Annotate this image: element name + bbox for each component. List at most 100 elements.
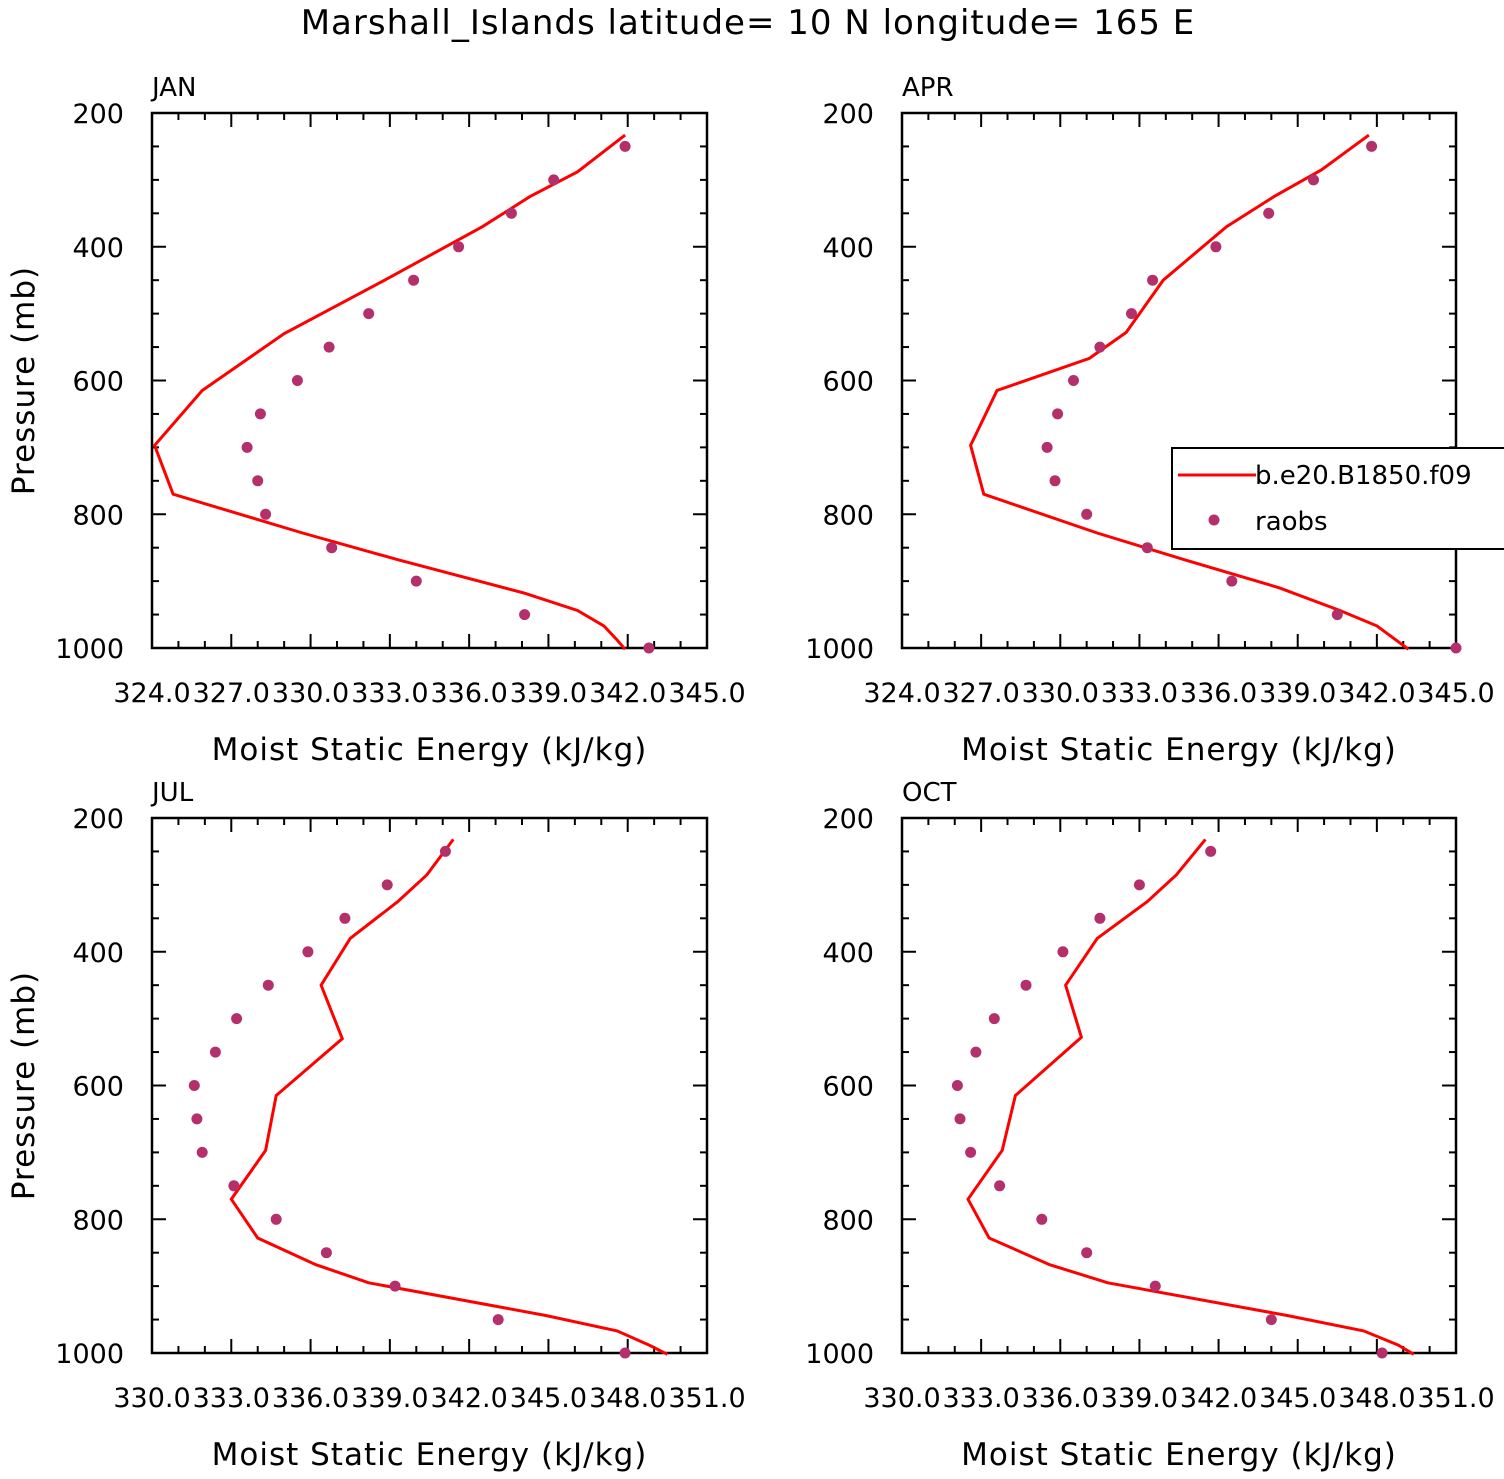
raobs-point	[228, 1180, 240, 1192]
x-tick-label: 351.0	[1417, 1383, 1494, 1414]
x-tick-label: 342.0	[430, 1383, 507, 1414]
x-tick-label: 333.0	[942, 1383, 1019, 1414]
legend-obs-label: raobs	[1255, 507, 1328, 537]
raobs-point	[260, 508, 272, 520]
raobs-point	[363, 308, 375, 320]
y-axis-label: Pressure (mb)	[6, 266, 42, 495]
y-tick-label: 1000	[55, 1339, 124, 1370]
x-tick-label: 348.0	[589, 1383, 666, 1414]
x-tick-label: 342.0	[1180, 1383, 1257, 1414]
raobs-point	[1020, 979, 1032, 991]
x-axis-label: Moist Static Energy (kJ/kg)	[961, 732, 1397, 768]
y-tick-label: 600	[72, 1072, 124, 1103]
panel-jul: JUL 330.0 333.0 336.0 339.0 342.0 345.0 348.0 35…	[6, 778, 746, 1473]
x-tick-label: 324.0	[863, 678, 940, 709]
raobs-point	[252, 475, 264, 487]
raobs-point	[389, 1280, 401, 1292]
raobs-point	[519, 609, 531, 621]
raobs-point	[492, 1314, 504, 1326]
raobs-point	[262, 979, 274, 991]
raobs-point	[339, 912, 351, 924]
raobs-point	[1133, 879, 1145, 891]
raobs-point	[1094, 912, 1106, 924]
x-tick-label: 348.0	[1338, 1383, 1415, 1414]
raobs-point	[381, 879, 393, 891]
raobs-point	[1081, 508, 1093, 520]
raobs-point	[1331, 609, 1343, 621]
x-tick-label: 330.0	[1022, 678, 1099, 709]
raobs-point	[1450, 642, 1462, 654]
x-tick-label: 339.0	[1259, 678, 1336, 709]
x-tick-label: 339.0	[1101, 1383, 1178, 1414]
panel-apr: APR 324.0 327.0 330.0 333.0 336.0 339.0 342.0 34…	[805, 73, 1494, 768]
raobs-point	[254, 408, 266, 420]
raobs-point	[619, 1347, 631, 1359]
raobs-point	[1126, 308, 1137, 320]
x-tick-label: 333.0	[193, 1383, 270, 1414]
raobs-point	[408, 274, 420, 286]
model-profile-line	[152, 133, 627, 651]
raobs-point	[1210, 241, 1222, 253]
legend-box	[1171, 447, 1504, 550]
x-tick-label: 351.0	[668, 1383, 745, 1414]
model-profile-line	[229, 838, 669, 1356]
raobs-point	[994, 1180, 1006, 1192]
raobs-point	[1068, 375, 1079, 386]
raobs-point	[291, 375, 303, 386]
x-tick-label: 330.0	[272, 678, 349, 709]
raobs-point	[191, 1113, 203, 1125]
y-tick-label: 400	[822, 233, 874, 264]
x-tick-label: 333.0	[1101, 678, 1178, 709]
x-tick-label: 339.0	[351, 1383, 428, 1414]
y-tick-label: 1000	[805, 634, 874, 665]
raobs-point	[270, 1213, 282, 1225]
panel-label: OCT	[902, 778, 957, 808]
raobs-point	[1366, 140, 1378, 152]
y-tick-label: 1000	[55, 634, 124, 665]
model-profile-line	[966, 838, 1415, 1356]
raobs-point	[951, 1080, 963, 1091]
raobs-point	[1141, 542, 1153, 554]
x-tick-label: 333.0	[351, 678, 428, 709]
raobs-point	[1057, 946, 1069, 958]
raobs-point	[1226, 575, 1238, 587]
panel-jan: JAN 324.0 327.0 330.0 333.0 336.0 339.0 342.0 34…	[6, 73, 746, 768]
legend-model-label: b.e20.B1850.f09	[1255, 461, 1472, 491]
raobs-point	[241, 441, 253, 453]
raobs-point	[965, 1146, 977, 1158]
raobs-point	[1036, 1213, 1048, 1225]
raobs-point	[209, 1046, 221, 1058]
x-tick-label: 342.0	[589, 678, 666, 709]
y-tick-label: 200	[72, 99, 124, 130]
x-tick-label: 327.0	[193, 678, 270, 709]
raobs-point	[1094, 341, 1106, 353]
x-tick-label: 339.0	[510, 678, 587, 709]
model-profile-line	[969, 133, 1410, 651]
panel-label: JAN	[150, 73, 196, 103]
legend-marker-swatch	[1208, 514, 1220, 526]
x-axis-label: Moist Static Energy (kJ/kg)	[212, 1437, 648, 1473]
raobs-point	[619, 140, 631, 152]
y-tick-label: 600	[822, 367, 874, 398]
x-tick-label: 336.0	[272, 1383, 349, 1414]
y-tick-label: 600	[822, 1072, 874, 1103]
raobs-point	[643, 642, 655, 654]
y-tick-label: 200	[822, 804, 874, 835]
x-tick-label: 336.0	[430, 678, 507, 709]
raobs-point	[988, 1013, 1000, 1025]
x-tick-label: 336.0	[1180, 678, 1257, 709]
y-tick-label: 800	[822, 1205, 874, 1236]
x-tick-label: 330.0	[113, 1383, 190, 1414]
y-tick-label: 600	[72, 367, 124, 398]
raobs-point	[548, 174, 560, 186]
x-tick-label: 345.0	[510, 1383, 587, 1414]
x-tick-label: 327.0	[942, 678, 1019, 709]
legend: b.e20.B1850.f09 raobs	[1171, 447, 1504, 550]
y-tick-label: 400	[822, 938, 874, 969]
raobs-point	[1265, 1314, 1277, 1326]
raobs-point	[1263, 207, 1275, 219]
x-tick-label: 336.0	[1022, 1383, 1099, 1414]
